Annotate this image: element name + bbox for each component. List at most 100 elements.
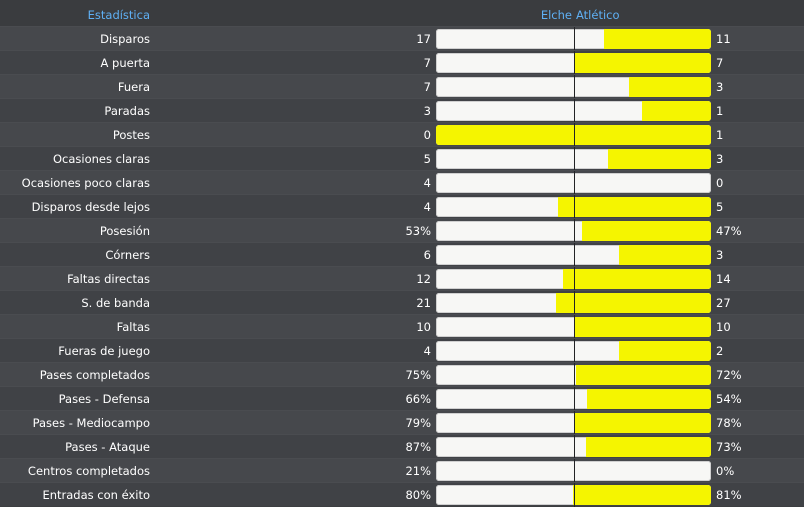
home-value: 21% (405, 464, 431, 478)
away-value: 72% (716, 368, 742, 382)
away-share-fill (587, 389, 711, 409)
away-value: 1 (716, 104, 724, 118)
stats-header: Estadística Elche Atlético (0, 0, 804, 26)
stat-label: Paradas (104, 104, 150, 118)
center-divider (574, 435, 575, 459)
home-value: 66% (405, 392, 431, 406)
comparison-bar (436, 173, 711, 193)
away-value: 78% (716, 416, 742, 430)
away-share-fill (576, 365, 711, 385)
center-divider (574, 459, 575, 483)
away-share-fill (642, 101, 711, 121)
away-value: 3 (716, 248, 724, 262)
comparison-bar (436, 413, 711, 433)
comparison-bar (436, 221, 711, 241)
away-share-fill (573, 53, 711, 73)
away-share-fill (581, 221, 711, 241)
away-value: 81% (716, 488, 742, 502)
stat-row: Ocasiones poco claras 4 0 (0, 170, 804, 195)
stats-rows: Disparos 17 11 A puerta 7 7 Fuera 7 3 Paradas 3 1 Po… (0, 26, 804, 507)
home-value: 79% (405, 416, 431, 430)
comparison-bar (436, 461, 711, 481)
away-value: 3 (716, 152, 724, 166)
stat-row: S. de banda 21 27 (0, 290, 804, 315)
away-value: 0 (716, 176, 724, 190)
away-share-fill (572, 485, 711, 505)
away-value: 47% (716, 224, 742, 238)
center-divider (574, 51, 575, 75)
away-share-fill (556, 293, 711, 313)
away-value: 1 (716, 128, 724, 142)
away-share-fill (558, 197, 711, 217)
stat-label: S. de banda (81, 296, 150, 310)
stat-label: Pases - Mediocampo (32, 416, 150, 430)
away-share-fill (628, 77, 711, 97)
home-value: 3 (423, 104, 431, 118)
comparison-bar (436, 341, 711, 361)
away-team-header[interactable]: Atlético (576, 8, 620, 22)
away-share-fill (619, 245, 711, 265)
stat-row: Postes 0 1 (0, 122, 804, 147)
home-value: 17 (416, 32, 431, 46)
stat-label: Córners (105, 248, 150, 262)
away-share-fill (563, 269, 711, 289)
stat-row: A puerta 7 7 (0, 50, 804, 75)
stat-row: Disparos 17 11 (0, 26, 804, 51)
center-divider (574, 219, 575, 243)
comparison-bar (436, 365, 711, 385)
stat-row: Disparos desde lejos 4 5 (0, 194, 804, 219)
away-share-fill (574, 413, 711, 433)
comparison-bar (436, 53, 711, 73)
center-divider (574, 171, 575, 195)
stat-label: Ocasiones claras (53, 152, 150, 166)
home-value: 12 (416, 272, 431, 286)
away-value: 73% (716, 440, 742, 454)
comparison-bar (436, 485, 711, 505)
stat-label: Pases - Ataque (65, 440, 150, 454)
comparison-bar (436, 293, 711, 313)
center-divider (574, 123, 575, 147)
stat-label: Postes (112, 128, 150, 142)
away-value: 0% (716, 464, 735, 478)
stat-row: Córners 6 3 (0, 242, 804, 267)
away-value: 14 (716, 272, 731, 286)
center-divider (574, 387, 575, 411)
center-divider (574, 147, 575, 171)
home-value: 7 (423, 80, 431, 94)
away-value: 7 (716, 56, 724, 70)
home-value: 75% (405, 368, 431, 382)
home-team-header[interactable]: Elche (540, 8, 572, 22)
stat-row: Paradas 3 1 (0, 98, 804, 123)
comparison-bar (436, 29, 711, 49)
stat-row: Pases - Ataque 87% 73% (0, 434, 804, 459)
away-value: 54% (716, 392, 742, 406)
center-divider (574, 339, 575, 363)
comparison-bar (436, 101, 711, 121)
home-value: 80% (405, 488, 431, 502)
comparison-bar (436, 389, 711, 409)
comparison-bar (436, 245, 711, 265)
away-value: 11 (716, 32, 731, 46)
stat-label: Pases completados (39, 368, 150, 382)
stat-column-header[interactable]: Estadística (87, 8, 150, 22)
stat-label: Faltas (116, 320, 150, 334)
stat-label: Centros completados (27, 464, 150, 478)
stat-row: Pases - Mediocampo 79% 78% (0, 410, 804, 435)
home-value: 21 (416, 296, 431, 310)
stat-row: Posesión 53% 47% (0, 218, 804, 243)
home-value: 87% (405, 440, 431, 454)
stat-label: Disparos desde lejos (31, 200, 150, 214)
home-value: 4 (423, 200, 431, 214)
comparison-bar (436, 317, 711, 337)
away-value: 2 (716, 344, 724, 358)
comparison-bar (436, 77, 711, 97)
center-divider (574, 99, 575, 123)
away-share-fill (573, 317, 711, 337)
stat-row: Pases completados 75% 72% (0, 362, 804, 387)
comparison-bar (436, 197, 711, 217)
stat-label: Disparos (100, 32, 150, 46)
stat-row: Fueras de juego 4 2 (0, 338, 804, 363)
stat-label: Ocasiones poco claras (21, 176, 150, 190)
stat-row: Centros completados 21% 0% (0, 458, 804, 483)
